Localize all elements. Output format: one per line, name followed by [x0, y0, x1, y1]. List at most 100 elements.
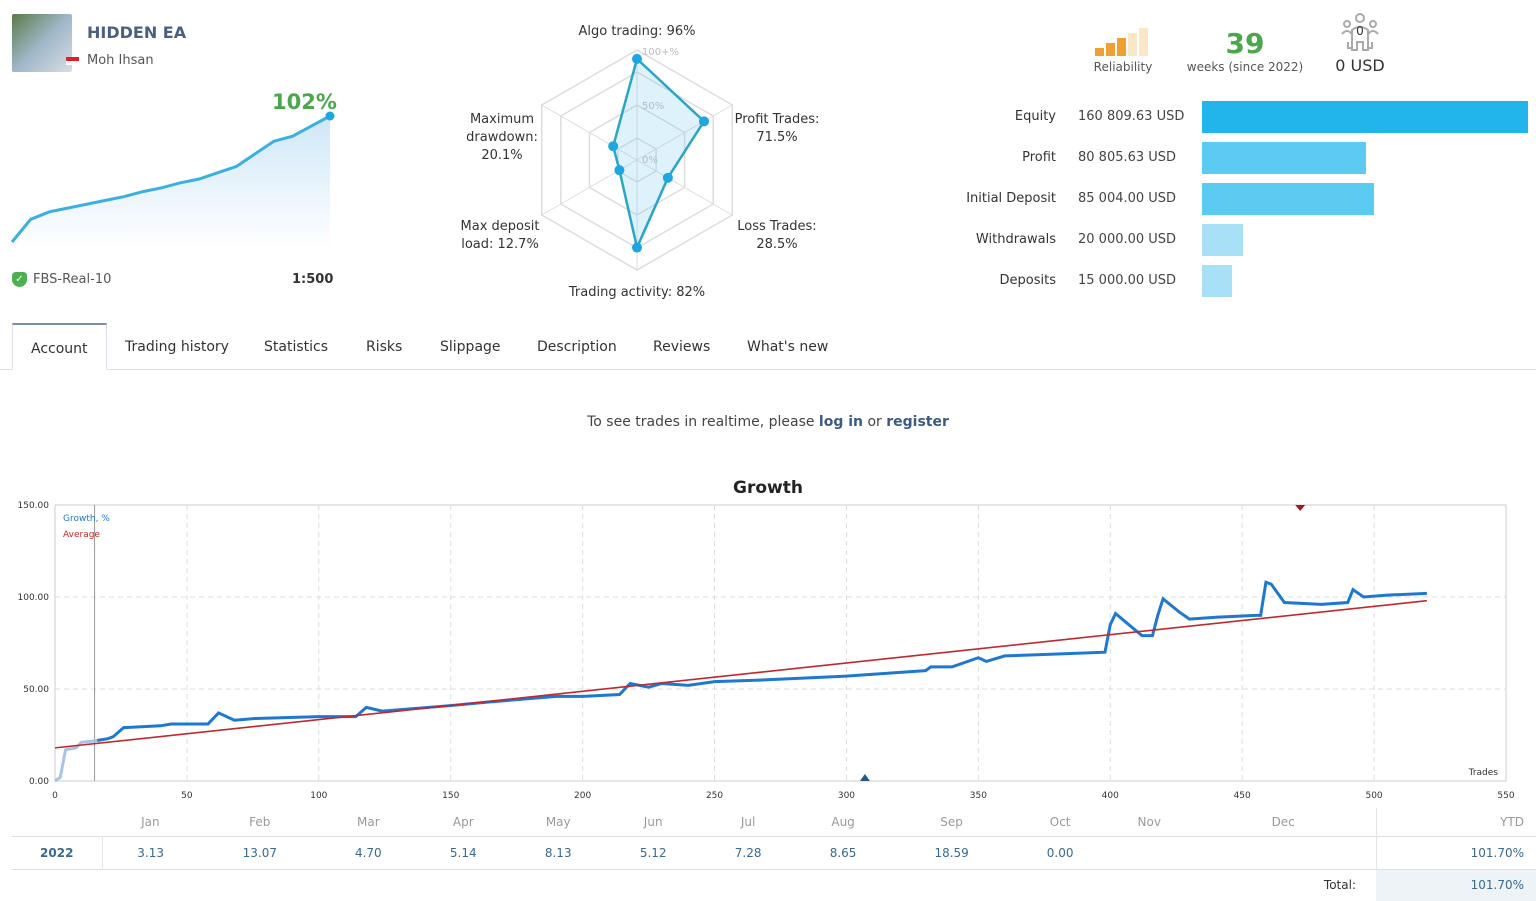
subscribers-value: 0 USD — [1335, 56, 1385, 75]
balance-value: 80 805.63 USD — [1078, 150, 1177, 165]
radar-axis-label: Maximum drawdown: 20.1% — [466, 112, 538, 163]
legend-growth: Growth, % — [63, 514, 110, 524]
mini-growth-chart — [10, 111, 335, 250]
month-header: Mar — [357, 814, 380, 829]
x-tick-label: 50 — [181, 791, 193, 801]
month-header: May — [545, 814, 571, 829]
notice-text: To see trades in realtime, please — [587, 414, 819, 430]
month-value: 0.00 — [1012, 835, 1108, 870]
month-value: 3.13 — [102, 835, 199, 870]
month-value: 13.07 — [198, 835, 321, 870]
y-tick-label: 50.00 — [23, 685, 49, 695]
month-header: Dec — [1271, 814, 1295, 829]
tab-slippage[interactable]: Slippage — [440, 339, 501, 355]
x-axis-label: Trades — [1468, 768, 1499, 778]
growth-chart: 0 50 100 150 200 250 300 350 400 450 500 550 0.00 50.… — [18, 501, 1515, 801]
radar-axis-label: Loss Trades: 28.5% — [737, 219, 816, 252]
radar-point — [632, 53, 642, 64]
balance-label: Profit — [1022, 150, 1056, 165]
x-tick-label: 150 — [442, 791, 459, 801]
server-name[interactable]: FBS-Real-10 — [33, 272, 112, 287]
year-header — [12, 808, 102, 836]
tab-trading-history[interactable]: Trading history — [125, 339, 229, 355]
tab-account[interactable]: Account — [12, 323, 107, 370]
reliability-label: Reliability — [1093, 60, 1153, 74]
month-value: 18.59 — [890, 835, 1013, 870]
tab-what-s-new[interactable]: What's new — [747, 339, 829, 355]
balance-row: Withdrawals 20 000.00 USD — [940, 224, 1536, 258]
plot-area — [54, 504, 1507, 782]
month-value: 5.14 — [415, 835, 511, 870]
radar-area — [611, 56, 706, 252]
radar-scale-label: 100+% — [642, 47, 679, 58]
mini-chart-line — [10, 114, 331, 243]
balance-bar — [1202, 142, 1366, 174]
x-tick-label: 0 — [52, 791, 58, 801]
weeks-value: 39 — [1225, 27, 1265, 60]
month-header: Jun — [643, 814, 663, 829]
growth-chart-title: Growth — [733, 478, 803, 498]
balance-label: Deposits — [999, 273, 1056, 288]
radar-scale-label: 50% — [642, 101, 664, 112]
month-header: Sep — [940, 814, 963, 829]
month-header: YTD — [1375, 808, 1536, 836]
login-link[interactable]: log in — [818, 414, 863, 430]
trade-marker-down[interactable] — [1295, 505, 1306, 511]
radar-point — [608, 141, 619, 152]
radar-point — [632, 242, 642, 253]
subscribers-stat[interactable]: 0 0 USD — [1330, 12, 1390, 75]
tab-statistics[interactable]: Statistics — [264, 339, 328, 355]
ytd-value: 101.70% — [1375, 835, 1536, 870]
balance-label: Withdrawals — [975, 232, 1056, 247]
month-value — [1190, 835, 1376, 870]
x-tick-label: 200 — [574, 791, 591, 801]
month-value — [1107, 835, 1191, 870]
tab-description[interactable]: Description — [537, 339, 617, 355]
month-header: Apr — [452, 814, 474, 829]
balance-value: 20 000.00 USD — [1078, 232, 1177, 247]
reliability-bar — [1139, 28, 1148, 56]
x-tick-label: 450 — [1234, 791, 1251, 801]
y-tick-label: 100.00 — [18, 593, 50, 603]
subscribers-icon: 0 — [1330, 12, 1390, 56]
radar-spoke — [636, 104, 733, 161]
tab-reviews[interactable]: Reviews — [653, 339, 711, 355]
verified-shield-icon: ✓ — [12, 272, 27, 287]
trade-marker-up[interactable] — [859, 774, 870, 781]
register-link[interactable]: register — [886, 414, 949, 430]
balance-value: 85 004.00 USD — [1078, 191, 1177, 206]
balance-row: Equity 160 809.63 USD — [940, 101, 1536, 135]
balance-label: Equity — [1014, 109, 1056, 124]
radar-point — [662, 172, 673, 183]
radar-chart: 100+% 50% 0% Algo trading: 96% Profit Trades… — [461, 24, 820, 300]
reliability-bar — [1106, 43, 1115, 56]
month-value: 8.13 — [510, 835, 606, 870]
reliability-bar — [1095, 48, 1104, 56]
legend-average: Average — [63, 530, 100, 540]
tab-bar: Account Trading history Statistics Risks Sli… — [0, 323, 1536, 370]
month-value: 5.12 — [605, 835, 701, 870]
reliability-bar — [1117, 38, 1126, 56]
month-header: Oct — [1049, 814, 1071, 829]
radar-axis-label: Profit Trades: 71.5% — [735, 112, 820, 145]
month-header: Nov — [1137, 814, 1161, 829]
signal-title[interactable]: HIDDEN EA — [87, 23, 187, 42]
owner-name[interactable]: Moh Ihsan — [87, 53, 154, 68]
avatar[interactable] — [12, 14, 72, 72]
month-header: Feb — [249, 814, 271, 829]
leverage: 1:500 — [292, 272, 334, 287]
x-tick-label: 250 — [706, 791, 723, 801]
year-cell: 2022 — [12, 835, 103, 870]
month-header: Jul — [740, 814, 756, 829]
growth-line-pre — [54, 739, 98, 783]
flag-icon — [66, 57, 79, 65]
reliability[interactable]: Reliability — [1090, 28, 1156, 74]
radar-point — [698, 116, 709, 127]
month-value: 7.28 — [700, 835, 796, 870]
tab-risks[interactable]: Risks — [366, 339, 403, 355]
radar-axis-label: Trading activity: 82% — [568, 285, 705, 300]
x-tick-label: 100 — [310, 791, 327, 801]
balance-bar — [1202, 101, 1528, 133]
balance-row: Profit 80 805.63 USD — [940, 142, 1536, 176]
balance-label: Initial Deposit — [966, 191, 1056, 206]
